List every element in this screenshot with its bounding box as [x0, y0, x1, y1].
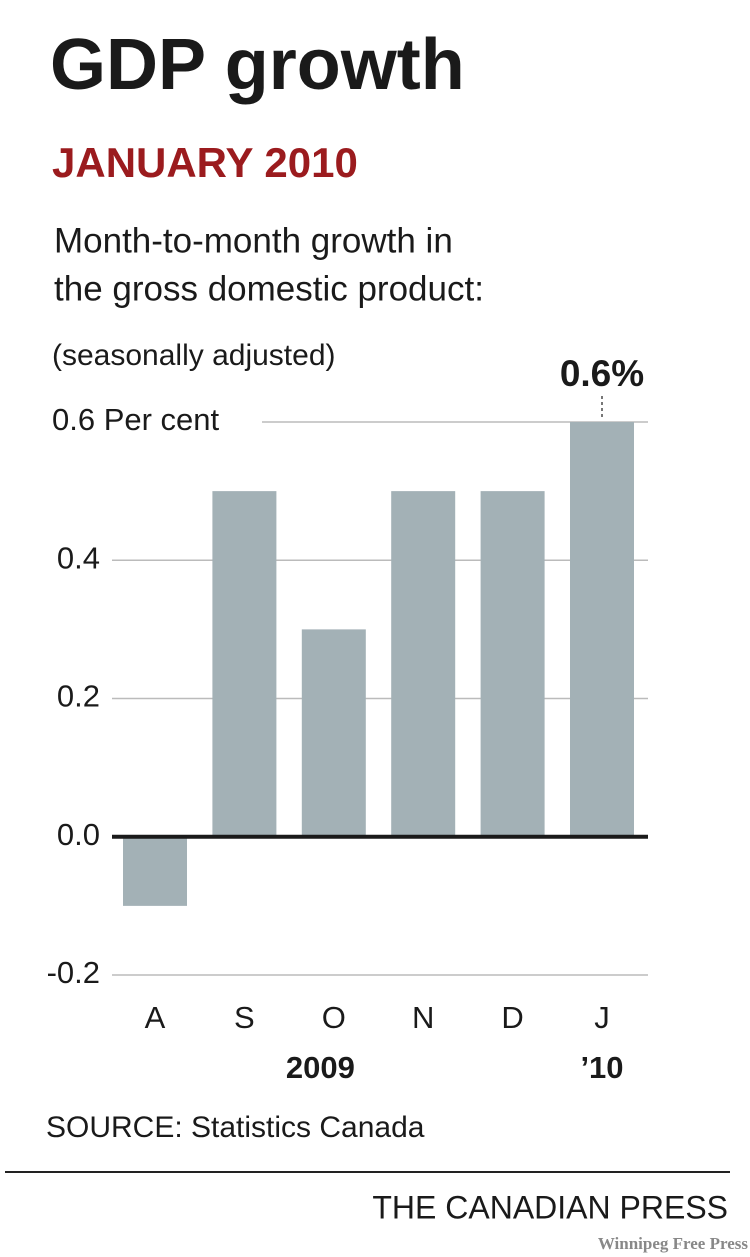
bar [123, 836, 187, 906]
description-line: the gross domestic product: [54, 269, 484, 308]
y-tick-label: 0.2 [57, 679, 100, 714]
watermark: Winnipeg Free Press [598, 1234, 749, 1253]
x-tick-label: S [234, 1000, 255, 1035]
x-tick-label: O [322, 1000, 346, 1035]
chart-title: GDP growth [50, 25, 465, 105]
y-tick-label: 0.0 [57, 817, 100, 852]
x-tick-label: N [412, 1000, 434, 1035]
x-tick-label: J [594, 1000, 610, 1035]
source: SOURCE: Statistics Canada [46, 1111, 425, 1144]
note: (seasonally adjusted) [52, 339, 336, 372]
bar [301, 629, 366, 837]
credit: THE CANADIAN PRESS [372, 1189, 728, 1225]
x-tick-label: D [501, 1000, 523, 1035]
x-group-label: ’10 [580, 1050, 623, 1085]
y-tick-label: 0.4 [57, 540, 100, 575]
x-group-label: 2009 [286, 1050, 355, 1085]
bar [480, 491, 545, 837]
bar [212, 491, 277, 837]
y-tick-label: -0.2 [47, 955, 100, 990]
y-tick-label: 0.6 Per cent [52, 402, 220, 437]
description-line: Month-to-month growth in [54, 221, 453, 260]
bar [570, 422, 634, 837]
value-label: 0.6% [560, 353, 644, 394]
chart-subtitle: JANUARY 2010 [52, 139, 358, 186]
x-tick-label: A [145, 1000, 166, 1035]
bar [391, 491, 456, 837]
